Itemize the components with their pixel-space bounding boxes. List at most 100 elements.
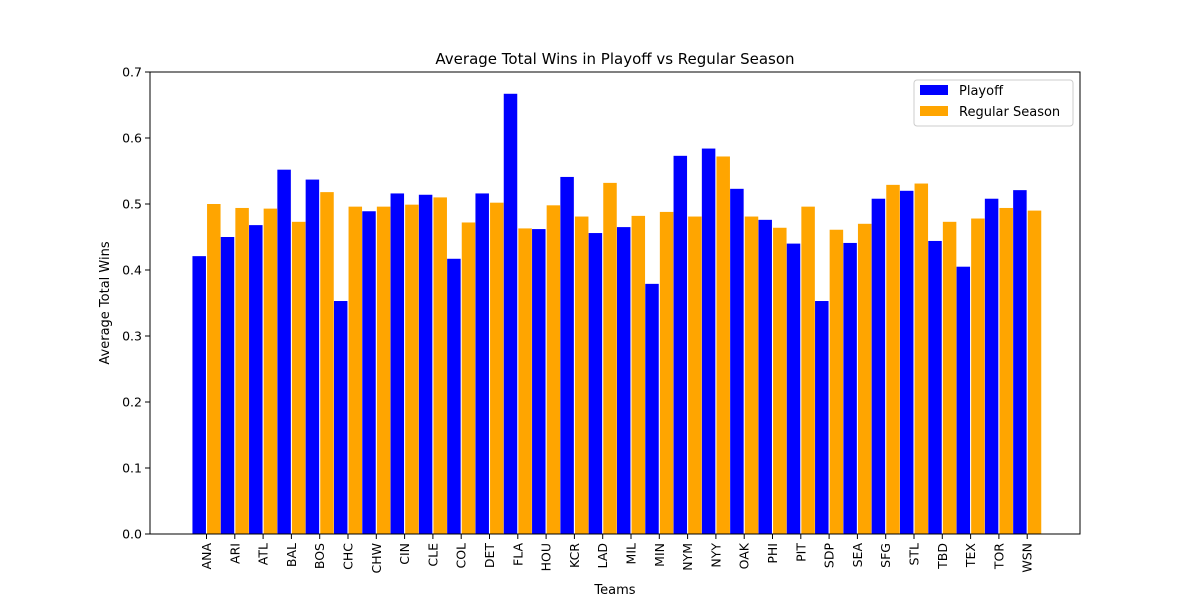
- bar-playoff-phi: [758, 219, 772, 534]
- bar-regular-season-stl: [914, 183, 929, 535]
- x-tick-label-wsn: WSN: [1020, 543, 1035, 573]
- x-tick-label-chc: CHC: [341, 543, 356, 570]
- x-tick-label-sfg: SFG: [878, 543, 893, 568]
- y-tick-label: 0.5: [122, 197, 142, 212]
- bar-regular-season-hou: [546, 205, 561, 534]
- bar-regular-season-phi: [773, 227, 787, 534]
- x-tick-label-bal: BAL: [284, 543, 299, 567]
- bar-playoff-atl: [249, 225, 263, 534]
- bar-playoff-wsn: [1013, 190, 1027, 534]
- bar-playoff-tor: [984, 198, 999, 534]
- bar-playoff-tex: [956, 266, 971, 534]
- x-tick-label-pit: PIT: [793, 543, 808, 562]
- bar-playoff-det: [475, 193, 489, 534]
- x-axis: ANA ARI ATL BAL BOS CHC CHW CIN CLE COL DET FLA HOU K…: [199, 534, 1035, 574]
- x-tick-label-cin: CIN: [397, 543, 412, 565]
- bar-regular-season-ana: [207, 204, 221, 534]
- bar-regular-season-min: [659, 211, 674, 535]
- legend-swatch-playoff: [920, 85, 948, 95]
- bar-playoff-mil: [616, 227, 631, 534]
- bar-playoff-nyy: [701, 148, 716, 534]
- bar-playoff-fla: [503, 93, 518, 534]
- x-tick-label-hou: HOU: [539, 543, 554, 571]
- x-tick-label-cle: CLE: [425, 543, 440, 567]
- bar-regular-season-bos: [320, 192, 334, 534]
- bar-playoff-lad: [588, 233, 603, 535]
- x-tick-label-min: MIN: [652, 543, 667, 567]
- bar-regular-season-wsn: [1027, 210, 1042, 534]
- bar-regular-season-chw: [376, 206, 391, 534]
- bars-layer: [192, 93, 1042, 535]
- bar-regular-season-tor: [999, 207, 1013, 534]
- y-tick-label: 0.2: [122, 395, 142, 410]
- bar-regular-season-nyy: [716, 156, 730, 535]
- x-tick-label-sdp: SDP: [822, 543, 837, 569]
- legend-label-playoff: Playoff: [959, 84, 1004, 99]
- x-tick-label-sea: SEA: [850, 543, 865, 568]
- bar-playoff-bal: [277, 169, 291, 534]
- bar-regular-season-atl: [263, 208, 278, 534]
- x-tick-label-fla: FLA: [510, 543, 525, 566]
- y-tick-label: 0.1: [122, 461, 142, 476]
- x-tick-label-ana: ANA: [199, 543, 214, 570]
- x-tick-label-lad: LAD: [595, 543, 610, 568]
- bar-playoff-chc: [333, 301, 348, 534]
- x-tick-label-bos: BOS: [312, 543, 327, 569]
- y-tick-label: 0.0: [122, 527, 142, 542]
- bar-playoff-min: [645, 283, 659, 534]
- y-tick-label: 0.4: [122, 263, 142, 278]
- x-tick-label-atl: ATL: [256, 543, 271, 565]
- x-tick-label-tbd: TBD: [935, 543, 950, 570]
- bar-regular-season-sfg: [886, 184, 900, 535]
- x-tick-label-nyy: NYY: [708, 543, 723, 568]
- bar-playoff-cin: [390, 193, 405, 534]
- bar-regular-season-bal: [291, 221, 306, 534]
- bar-regular-season-col: [461, 222, 476, 535]
- x-tick-label-tex: TEX: [963, 543, 978, 569]
- bar-playoff-ari: [220, 237, 235, 534]
- bar-regular-season-ari: [235, 207, 249, 534]
- bar-playoff-sfg: [871, 198, 886, 534]
- bar-regular-season-oak: [744, 216, 759, 535]
- bar-playoff-sea: [843, 242, 857, 534]
- bar-regular-season-cle: [433, 197, 447, 534]
- x-tick-label-oak: OAK: [737, 542, 752, 569]
- bar-playoff-nym: [673, 155, 688, 534]
- x-tick-label-chw: CHW: [369, 543, 384, 574]
- bar-regular-season-lad: [603, 182, 617, 534]
- bar-regular-season-fla: [518, 228, 532, 535]
- bar-playoff-chw: [362, 211, 376, 534]
- bar-regular-season-sdp: [829, 229, 844, 535]
- bar-regular-season-det: [490, 202, 504, 534]
- legend-swatch-regular-season: [920, 106, 948, 116]
- y-tick-label: 0.3: [122, 329, 142, 344]
- bar-playoff-ana: [192, 256, 206, 534]
- bar-regular-season-sea: [857, 223, 872, 535]
- bar-regular-season-pit: [801, 206, 815, 534]
- x-tick-label-tor: TOR: [991, 543, 1006, 570]
- x-axis-label: Teams: [593, 583, 635, 598]
- bar-regular-season-nym: [688, 216, 702, 535]
- x-tick-label-stl: STL: [907, 543, 922, 566]
- bar-regular-season-chc: [348, 206, 363, 534]
- plot-area-frame: [149, 71, 1081, 535]
- bar-playoff-bos: [305, 179, 320, 534]
- legend-box: [913, 79, 1074, 127]
- bar-regular-season-tbd: [942, 221, 957, 534]
- bar-regular-season-cin: [405, 204, 419, 534]
- bar-playoff-hou: [532, 229, 546, 534]
- bar-playoff-col: [447, 258, 461, 534]
- bar-regular-season-mil: [631, 215, 646, 534]
- bar-playoff-tbd: [928, 240, 942, 534]
- y-axis: 0.0 0.1 0.2 0.3 0.4 0.5 0.6 0.7: [122, 65, 150, 542]
- x-tick-label-phi: PHI: [765, 543, 780, 564]
- x-tick-label-kcr: KCR: [567, 543, 582, 568]
- x-tick-label-ari: ARI: [227, 543, 242, 564]
- x-tick-label-nym: NYM: [680, 543, 695, 571]
- bar-playoff-cle: [418, 194, 433, 534]
- x-tick-label-mil: MIL: [624, 543, 639, 564]
- chart-title: Average Total Wins in Playoff vs Regular…: [435, 50, 794, 68]
- y-tick-label: 0.7: [122, 65, 142, 80]
- x-tick-label-col: COL: [454, 543, 469, 569]
